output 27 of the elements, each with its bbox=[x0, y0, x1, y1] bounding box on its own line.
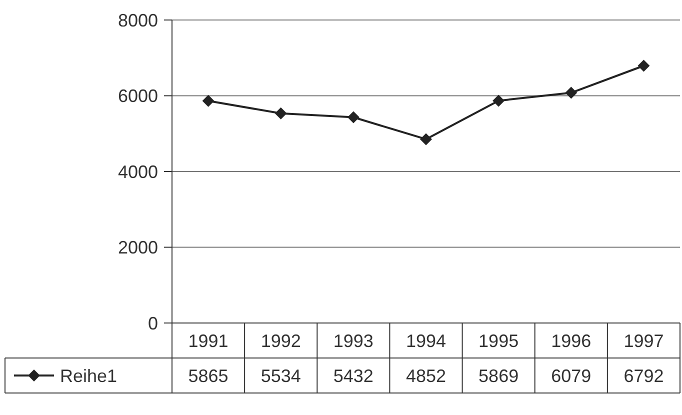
data-label: 5534 bbox=[260, 366, 301, 386]
point bbox=[492, 94, 505, 107]
x-tick-label: 1991 bbox=[188, 330, 228, 351]
point bbox=[347, 111, 360, 124]
x-tick-label: 1992 bbox=[260, 330, 301, 351]
data-label: 5865 bbox=[188, 366, 228, 386]
y-tick-label: 8000 bbox=[118, 10, 158, 30]
y-tick-label: 2000 bbox=[118, 238, 158, 258]
data-label: 5869 bbox=[478, 366, 519, 386]
y-tick-label: 0 bbox=[148, 313, 158, 334]
x-tick-label: 1994 bbox=[406, 330, 446, 351]
point bbox=[565, 86, 578, 99]
x-tick-label: 1995 bbox=[478, 330, 519, 351]
x-tick-label: 1993 bbox=[333, 330, 374, 351]
data-label: 4852 bbox=[406, 366, 446, 386]
point bbox=[274, 107, 287, 120]
data-label: 6079 bbox=[551, 366, 592, 386]
legend-label: Reihe1 bbox=[60, 366, 118, 386]
data-label: 5432 bbox=[333, 366, 374, 386]
point bbox=[420, 133, 432, 146]
y-tick-label: 4000 bbox=[118, 162, 158, 182]
point bbox=[202, 94, 214, 107]
y-tick-label: 6000 bbox=[118, 86, 158, 106]
point bbox=[638, 60, 650, 72]
data-label: 6792 bbox=[624, 366, 664, 386]
x-tick-label: 1997 bbox=[624, 330, 664, 351]
x-tick-label: 1996 bbox=[551, 330, 592, 351]
